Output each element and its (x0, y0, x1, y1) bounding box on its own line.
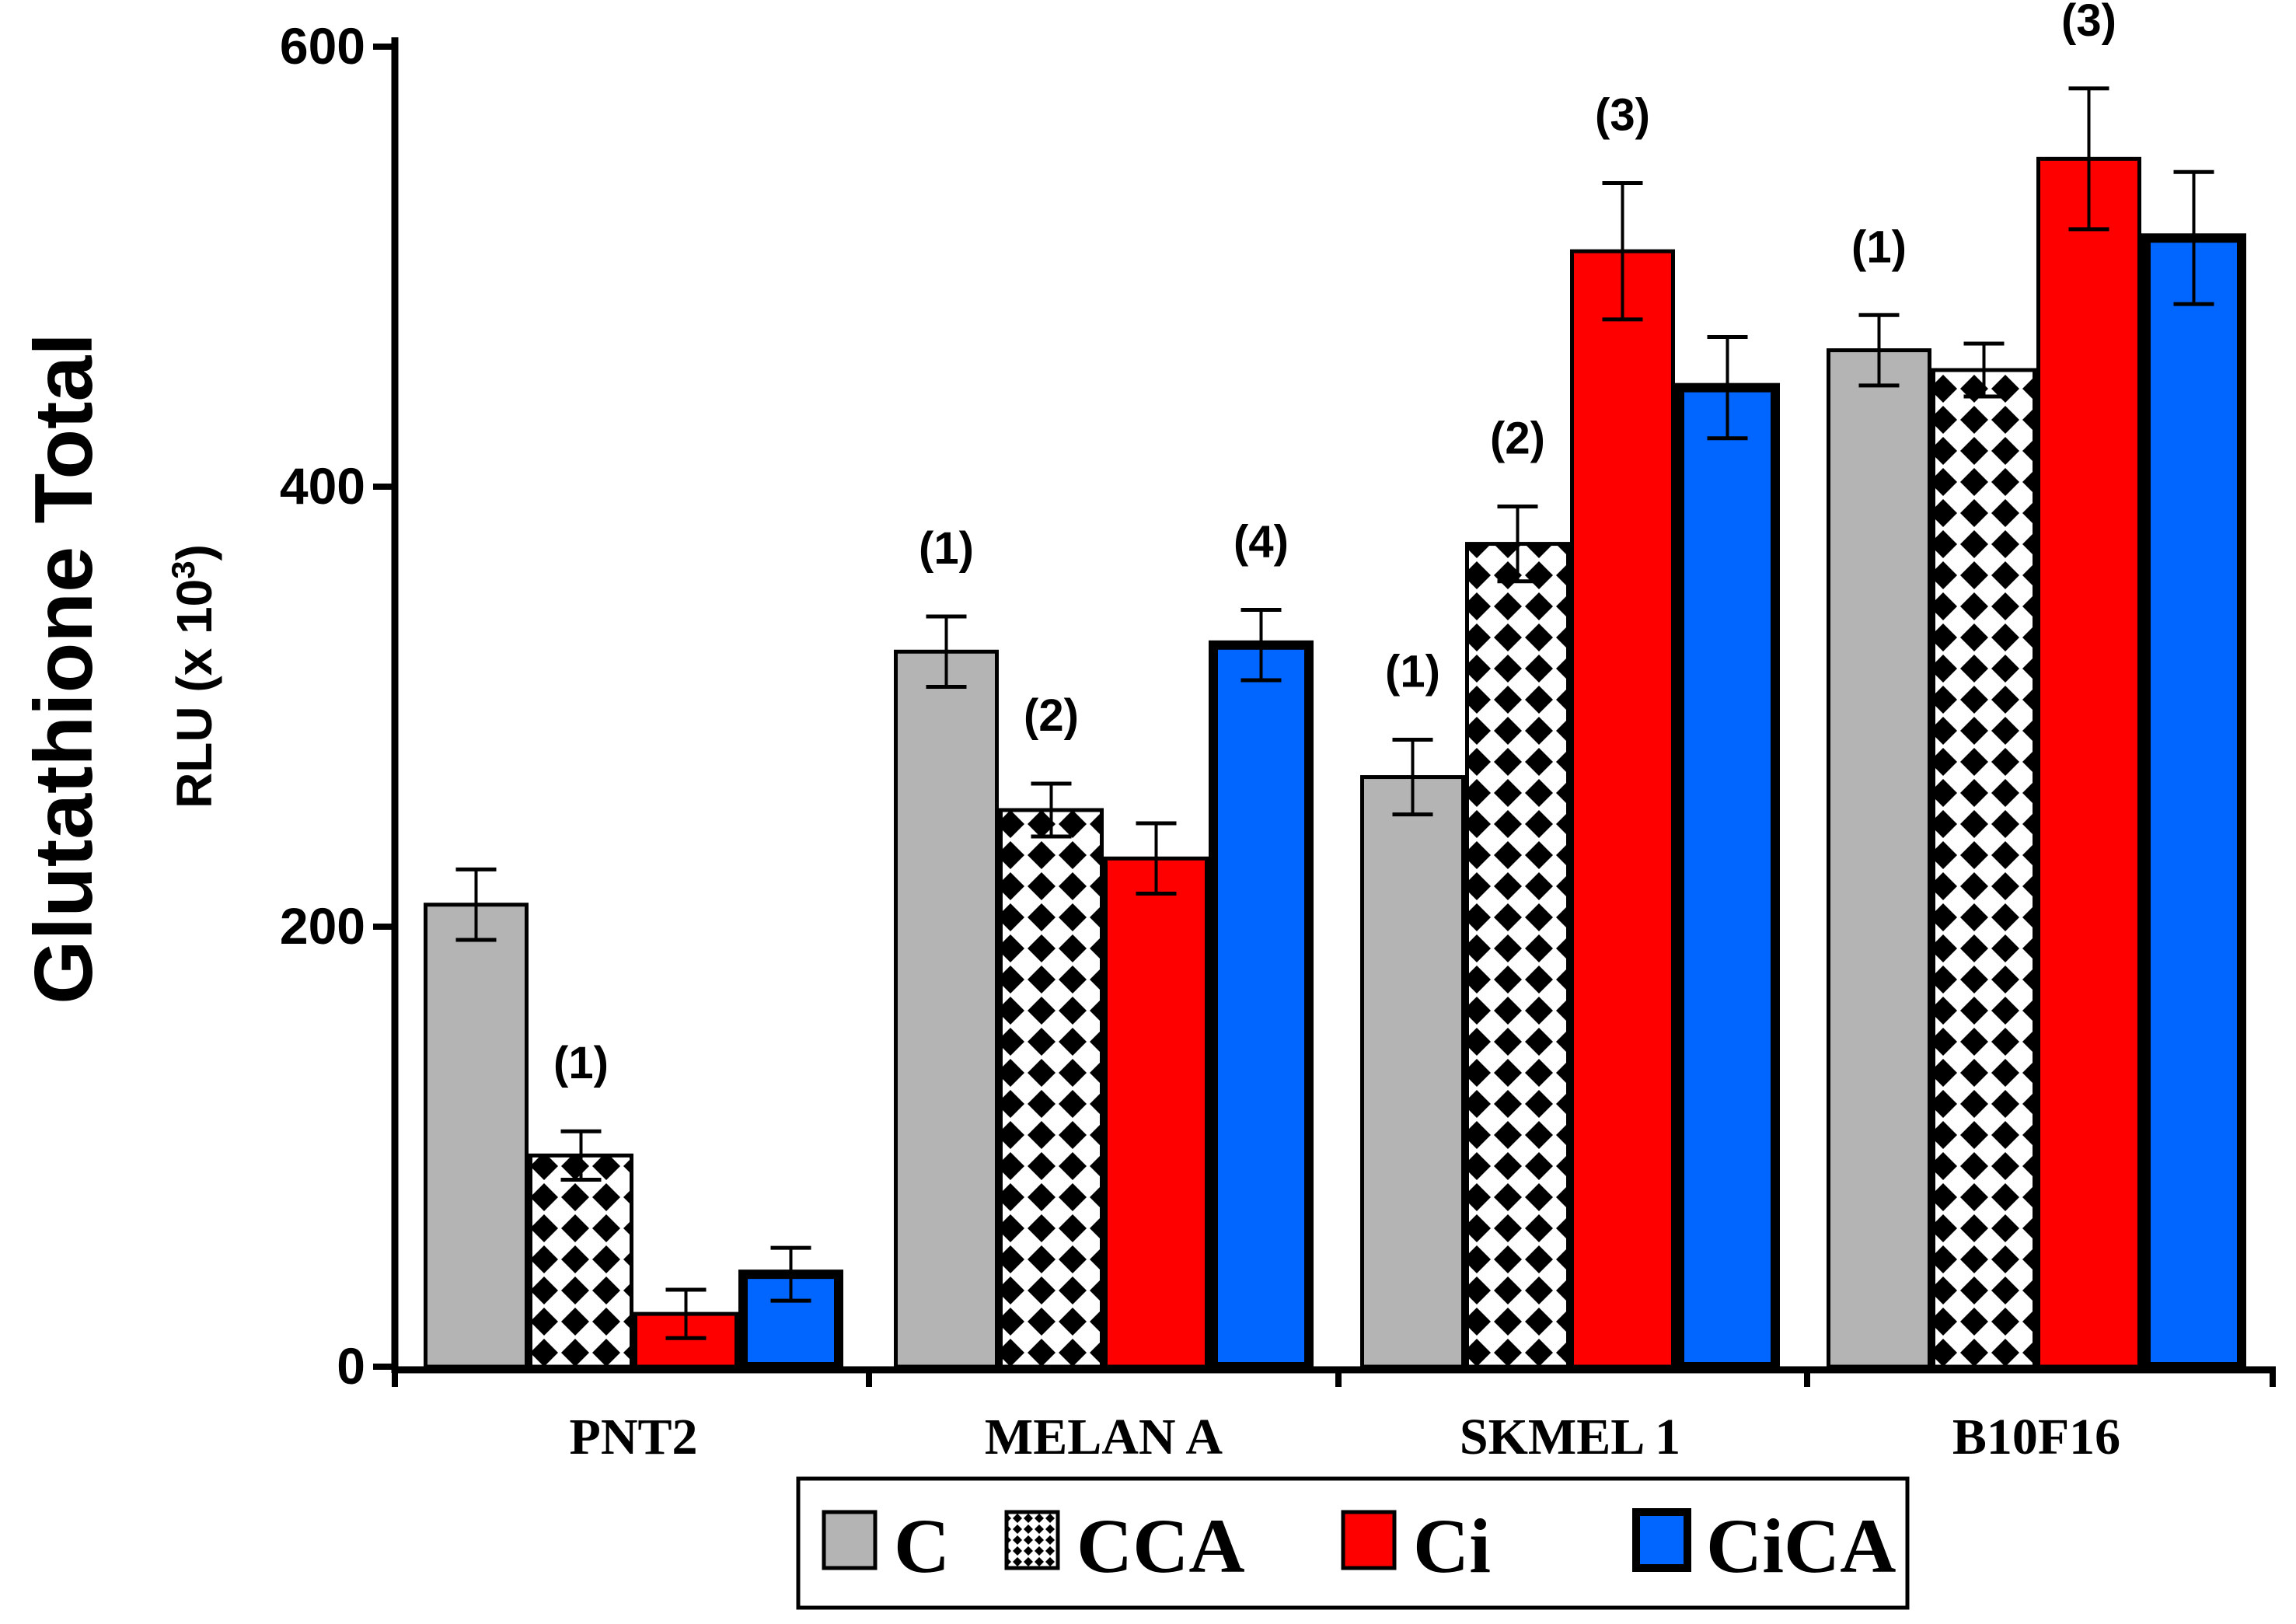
error-bar-cica-melan-a (1240, 607, 1282, 683)
annotation-c-skmel-1: (1) (1385, 646, 1440, 697)
bar-cca-pnt2 (529, 1153, 633, 1369)
error-bar-cica-skmel-1 (1707, 335, 1748, 441)
y-tick-label: 600 (280, 17, 365, 75)
bar-cica-melan-a (1209, 640, 1314, 1371)
error-bar-cica-pnt2 (770, 1245, 811, 1303)
bar-ci-melan-a (1104, 856, 1209, 1369)
y-axis-subtitle-close: ) (166, 544, 222, 561)
annotation-cca-pnt2: (1) (553, 1038, 609, 1088)
legend: C CCA Ci CiCA (796, 1476, 1910, 1610)
error-bar-ci-melan-a (1136, 821, 1177, 896)
error-bar-c-melan-a (926, 614, 967, 690)
bar-c-melan-a (894, 649, 999, 1369)
y-tick-label: 200 (280, 897, 365, 955)
annotation-c-b10f16: (1) (1851, 222, 1907, 272)
error-bar-ci-b10f16 (2068, 86, 2109, 232)
error-bar-c-b10f16 (1858, 313, 1900, 388)
annotation-ci-b10f16: (3) (2061, 0, 2116, 46)
error-bar-cca-pnt2 (560, 1129, 602, 1182)
bar-ci-b10f16 (2036, 156, 2141, 1369)
bar-cca-b10f16 (1931, 368, 2036, 1369)
bar-cica-skmel-1 (1675, 382, 1780, 1371)
error-bar-cca-b10f16 (1963, 341, 2005, 399)
category-label-skmel-1: SKMEL 1 (1460, 1409, 1680, 1465)
bar-ci-skmel-1 (1570, 249, 1675, 1369)
bar-c-pnt2 (424, 903, 529, 1369)
y-axis-title: Glutathione Total (18, 333, 110, 1004)
y-tick-label: 0 (337, 1337, 365, 1395)
annotation-cca-melan-a: (2) (1024, 690, 1079, 741)
error-bar-cica-b10f16 (2173, 169, 2214, 306)
category-label-b10f16: B10F16 (1952, 1409, 2120, 1465)
y-axis-subtitle: RLU (x 103) (165, 544, 222, 809)
legend-swatch-cca (1004, 1510, 1060, 1570)
annotation-c-melan-a: (1) (919, 523, 974, 574)
legend-label-cca: CCA (1076, 1503, 1245, 1589)
annotations: (1) (1) (2) (4) (1) (2) (3) (1) (3) (553, 0, 2116, 1088)
bar-cica-b10f16 (2141, 233, 2246, 1372)
axes (391, 37, 2276, 1387)
category-label-pnt2: PNT2 (570, 1409, 698, 1465)
error-bar-c-skmel-1 (1392, 737, 1433, 817)
annotation-ci-skmel-1: (3) (1595, 89, 1650, 140)
error-bar-ci-pnt2 (665, 1287, 707, 1340)
error-bar-ci-skmel-1 (1602, 180, 1643, 322)
y-tick-label: 400 (280, 457, 365, 515)
legend-label-c: C (894, 1503, 950, 1589)
annotation-cica-melan-a: (4) (1233, 516, 1289, 567)
y-axis-subtitle-main: RLU (x 10 (166, 579, 222, 809)
bar-c-b10f16 (1827, 348, 1931, 1369)
legend-swatch-ci (1341, 1510, 1397, 1570)
y-axis-subtitle-superscript: 3 (165, 561, 201, 578)
y-ticks: 0 200 400 600 (280, 17, 395, 1395)
error-bar-c-pnt2 (455, 867, 497, 942)
legend-items: C CCA Ci CiCA (822, 1503, 1896, 1589)
bar-cca-skmel-1 (1465, 542, 1570, 1369)
bar-ci-pnt2 (633, 1311, 738, 1369)
bars (424, 86, 2246, 1372)
legend-label-cica: CiCA (1706, 1503, 1896, 1589)
error-bar-cca-skmel-1 (1497, 504, 1538, 584)
category-label-melan-a: MELAN A (985, 1409, 1223, 1465)
legend-swatch-c (822, 1510, 878, 1570)
legend-label-ci: Ci (1413, 1503, 1491, 1589)
annotation-cca-skmel-1: (2) (1490, 413, 1545, 463)
bar-c-skmel-1 (1360, 775, 1465, 1369)
legend-swatch-cica (1632, 1508, 1691, 1572)
category-labels: PNT2 MELAN A SKMEL 1 B10F16 (570, 1409, 2121, 1465)
bar-cca-melan-a (999, 808, 1104, 1369)
error-bar-cca-melan-a (1031, 781, 1072, 839)
